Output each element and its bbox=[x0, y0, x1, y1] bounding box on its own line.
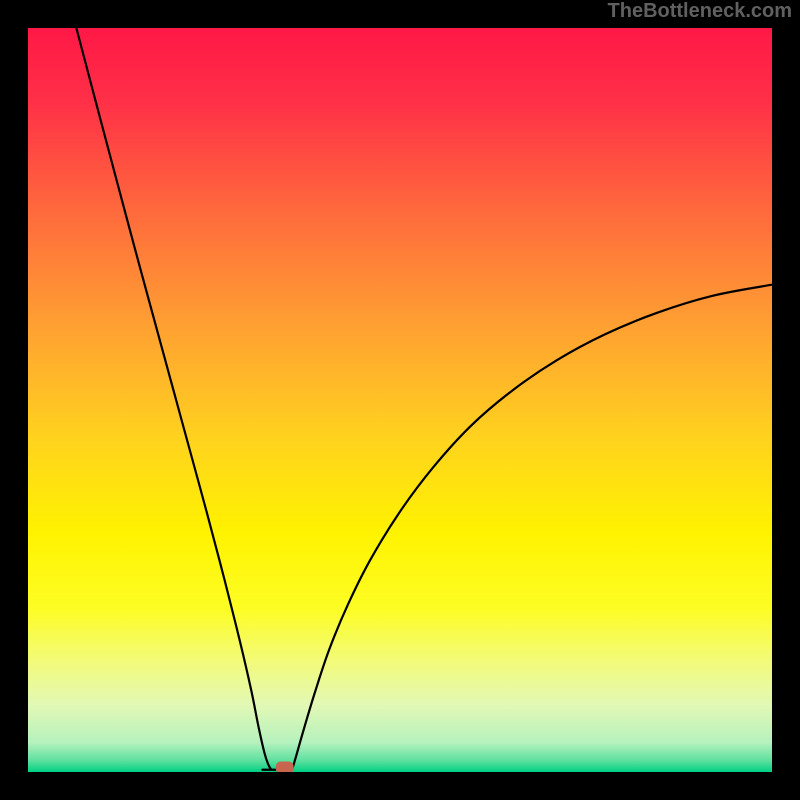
bottleneck-chart bbox=[0, 0, 800, 800]
current-config-marker bbox=[276, 762, 294, 774]
gradient-background bbox=[28, 28, 772, 772]
chart-container: TheBottleneck.com bbox=[0, 0, 800, 800]
